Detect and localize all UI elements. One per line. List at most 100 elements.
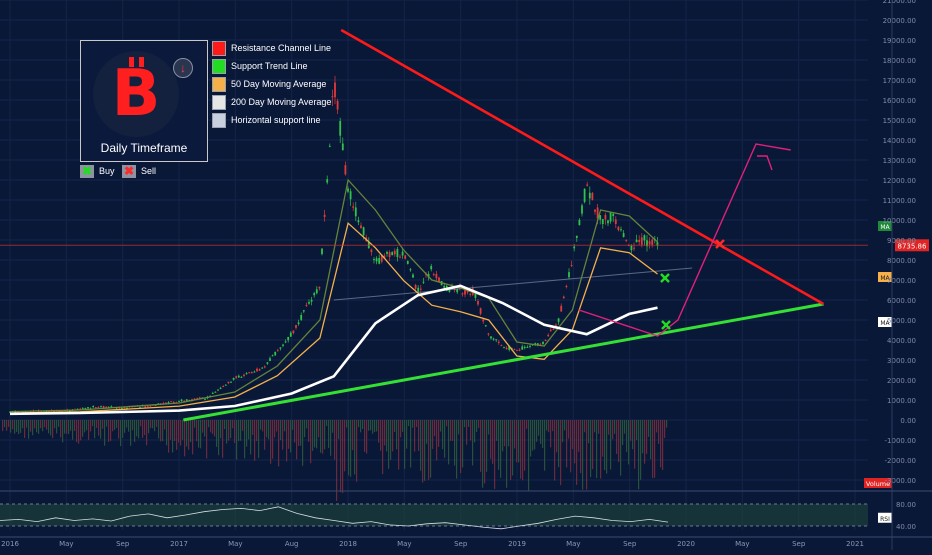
candle-body xyxy=(217,389,219,391)
candle-body xyxy=(391,252,394,256)
candle-body xyxy=(521,346,524,350)
candle-body xyxy=(300,314,303,320)
support-trend-line xyxy=(183,302,824,422)
volume-bar xyxy=(606,420,608,474)
volume-bar xyxy=(532,420,534,451)
volume-bar xyxy=(234,420,236,443)
volume-bar xyxy=(90,420,92,432)
candle-body xyxy=(323,214,326,217)
legend-label: Support Trend Line xyxy=(231,61,308,71)
volume-bar xyxy=(74,420,76,432)
candle-body xyxy=(596,207,599,219)
x-tick-label: May xyxy=(566,540,580,548)
volume-bar xyxy=(650,420,652,460)
x-tick-label: May xyxy=(397,540,411,548)
candle-body xyxy=(614,219,617,224)
y-tick-label: 11000.00 xyxy=(883,197,916,205)
volume-bar xyxy=(528,420,530,491)
y-tick-label: 7000.00 xyxy=(887,277,916,285)
candle-body xyxy=(9,411,11,413)
volume-bar xyxy=(358,420,360,428)
candle-body xyxy=(534,343,537,345)
volume-bar xyxy=(376,420,378,432)
buy-marker xyxy=(661,320,671,330)
volume-bar xyxy=(4,420,6,428)
candle-body xyxy=(609,212,612,222)
volume-bar xyxy=(58,420,60,427)
y-tick-label: 20000.00 xyxy=(883,17,916,25)
candle-body xyxy=(575,235,578,238)
volume-bar xyxy=(450,420,452,441)
volume-bar xyxy=(410,420,412,468)
volume-bar xyxy=(412,420,414,428)
candle-body xyxy=(409,269,412,271)
x-tick-label: Sep xyxy=(623,540,637,548)
volume-bar xyxy=(108,420,110,442)
candle-body xyxy=(461,293,464,295)
volume-bar xyxy=(608,420,610,435)
buy-label: Buy xyxy=(99,166,115,176)
projection-path xyxy=(578,143,791,337)
volume-bar xyxy=(288,420,290,449)
volume-bar xyxy=(66,420,68,434)
last-price-label: 8735.86 xyxy=(898,242,927,250)
volume-bar xyxy=(340,420,342,493)
y-tick-label: 14000.00 xyxy=(883,137,916,145)
candle-body xyxy=(549,329,552,331)
volume-bar xyxy=(572,420,574,450)
volume-bar xyxy=(594,420,596,433)
candle-body xyxy=(328,145,331,147)
candle-body xyxy=(373,259,375,261)
volume-bar xyxy=(28,420,30,439)
candle-body xyxy=(404,255,407,259)
volume-bar xyxy=(640,420,642,480)
volume-bar xyxy=(256,420,258,442)
volume-bar xyxy=(164,420,166,430)
volume-bar xyxy=(422,420,424,483)
candle-body xyxy=(297,322,300,325)
volume-bar xyxy=(40,420,42,429)
legend-item-horizontal-support: Horizontal support line xyxy=(212,112,321,128)
candle-body xyxy=(448,290,451,292)
volume-bar xyxy=(292,420,294,430)
y-tick-label: 15000.00 xyxy=(883,117,916,125)
volume-bar xyxy=(34,420,36,429)
last-price-tag xyxy=(895,239,929,252)
y-tick-label: 21000.00 xyxy=(883,0,916,5)
x-tick-label: 2018 xyxy=(339,540,357,548)
volume-bar xyxy=(586,420,588,490)
volume-bar xyxy=(212,420,214,435)
volume-bar xyxy=(300,420,302,446)
candle-body xyxy=(640,237,643,245)
volume-bar xyxy=(408,420,410,427)
candle-body xyxy=(76,408,79,410)
volume-bar xyxy=(452,420,454,441)
x-tick-label: May xyxy=(735,540,749,548)
candle-body xyxy=(149,405,152,407)
volume-bar xyxy=(206,420,208,459)
volume-bar xyxy=(14,420,16,434)
rsi-line xyxy=(0,506,669,530)
volume-bar xyxy=(396,420,398,450)
projection-arrowhead xyxy=(757,155,773,171)
candle-body xyxy=(289,332,292,337)
volume-bar xyxy=(654,420,656,478)
volume-bar xyxy=(578,420,580,452)
volume-bar xyxy=(470,420,472,441)
volume-bar xyxy=(316,420,318,449)
candle-body xyxy=(474,294,477,298)
y-tick-label: 8000.00 xyxy=(887,257,916,265)
volume-bar xyxy=(372,420,374,434)
volume-bar xyxy=(246,420,248,447)
candle-body xyxy=(172,402,175,404)
candle-body xyxy=(430,266,433,270)
volume-bar xyxy=(328,420,330,448)
candle-body xyxy=(594,209,596,212)
candle-body xyxy=(490,336,492,339)
volume-bar xyxy=(46,420,48,430)
y-tick-label: -1000.00 xyxy=(885,437,916,445)
candle-body xyxy=(240,376,243,378)
volume-bar xyxy=(72,420,74,440)
candle-body xyxy=(570,265,573,267)
volume-bar xyxy=(296,420,298,460)
